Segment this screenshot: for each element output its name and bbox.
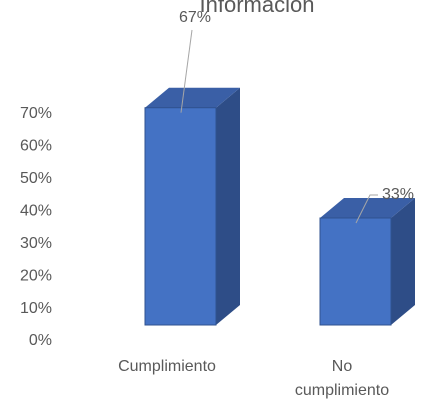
y-tick-label: 60% — [20, 138, 52, 155]
y-tick-label: 50% — [20, 170, 52, 187]
leader-line — [355, 194, 378, 224]
bar-side — [391, 197, 415, 325]
y-tick-label: 30% — [20, 235, 52, 252]
data-label: 33% — [382, 186, 414, 203]
bar-top — [320, 197, 415, 218]
chart-title: Información — [200, 0, 315, 17]
bar — [144, 87, 240, 326]
bar-front — [319, 217, 392, 326]
y-tick-label: 70% — [20, 105, 52, 122]
bar-front — [144, 107, 217, 326]
x-tick-label: Cumplimiento — [118, 358, 216, 375]
x-tick-label: No cumplimiento — [294, 358, 390, 399]
y-tick-label: 20% — [20, 267, 52, 284]
bar-side — [216, 87, 240, 325]
y-tick-label: 10% — [20, 300, 52, 317]
y-tick-label: 0% — [29, 332, 52, 349]
bar-top — [145, 87, 240, 108]
leader-line — [180, 29, 193, 113]
y-tick-label: 40% — [20, 203, 52, 220]
data-label: 67% — [179, 9, 211, 26]
bar — [319, 197, 415, 326]
